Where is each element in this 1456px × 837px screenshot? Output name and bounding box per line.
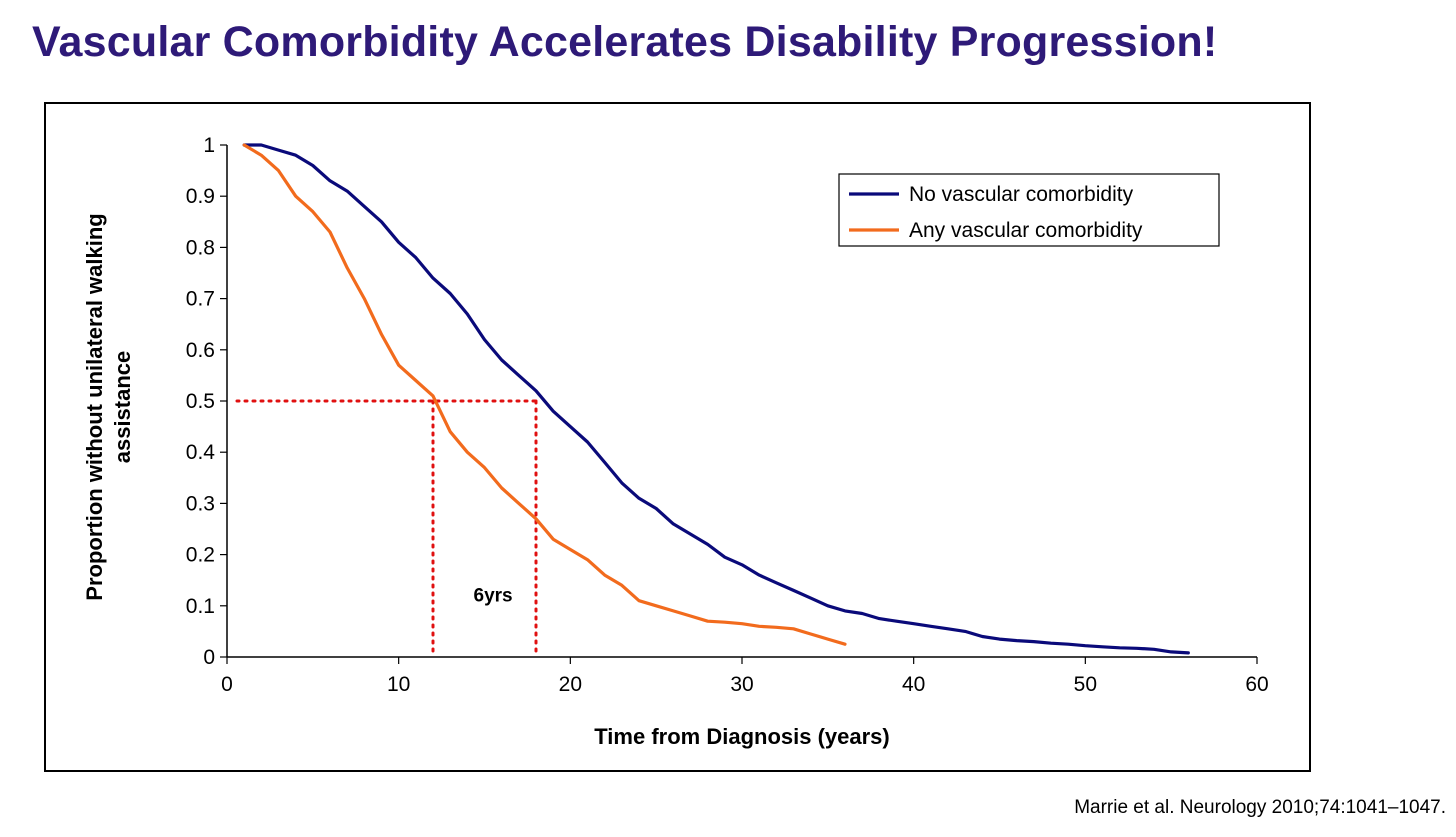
legend-entry: No vascular comorbidity <box>909 183 1134 206</box>
y-tick-label: 0.9 <box>186 185 215 208</box>
survival-chart: 00.10.20.30.40.50.60.70.80.910 10 20 30 40 50… <box>82 134 1269 749</box>
annotations: 6yrs <box>474 586 513 607</box>
series-lines <box>242 143 1190 655</box>
y-axis-title: Proportion without unilateral walking ass… <box>82 213 135 600</box>
x-tick-label: 40 <box>902 673 925 696</box>
chart-frame: 0 0.1 0.2 0.3 0.4 0.5 0.6 0.7 0.8 0.9 1 0 10 20 30 40 50… <box>44 102 1311 772</box>
y-tick-label: 0.2 <box>186 544 215 567</box>
x-tick-label: 30 <box>730 673 753 696</box>
annotation-label: 6yrs <box>474 586 513 607</box>
legend: No vascular comorbidity Any vascular como… <box>838 173 1220 247</box>
x-tick-label: 20 <box>559 673 582 696</box>
x-tick-label: 0 <box>221 673 233 696</box>
x-tick-label: 10 <box>387 673 410 696</box>
y-tick-label: 0.4 <box>186 441 216 464</box>
y-tick-label: 0.5 <box>186 390 215 413</box>
y-tick-label: 0.7 <box>186 288 215 311</box>
y-tick-label: 0.1 <box>186 595 215 618</box>
y-tick-label: 0.8 <box>186 236 215 259</box>
x-tick-label: 50 <box>1074 673 1097 696</box>
axes: 00.10.20.30.40.50.60.70.80.910 10 20 30 40 50… <box>82 134 1269 749</box>
legend-entry: Any vascular comorbidity <box>909 219 1143 242</box>
citation: Marrie et al. Neurology 2010;74:1041–104… <box>1074 797 1446 818</box>
y-tick-label: 0.3 <box>186 492 215 515</box>
y-axis-title-line: Proportion without unilateral walking <box>82 213 107 600</box>
y-tick-label: 1 <box>203 134 215 157</box>
y-tick-label: 0.6 <box>186 339 215 362</box>
x-tick-label: 60 <box>1245 673 1268 696</box>
x-axis-title: Time from Diagnosis (years) <box>594 724 889 749</box>
series-line <box>242 143 847 646</box>
series-line <box>242 143 1190 655</box>
legend-box <box>838 173 1220 247</box>
y-tick-label: 0 <box>203 646 215 669</box>
slide-title: Vascular Comorbidity Accelerates Disabil… <box>32 18 1218 66</box>
reference-lines <box>235 399 538 659</box>
y-axis-title-line: assistance <box>110 351 135 464</box>
